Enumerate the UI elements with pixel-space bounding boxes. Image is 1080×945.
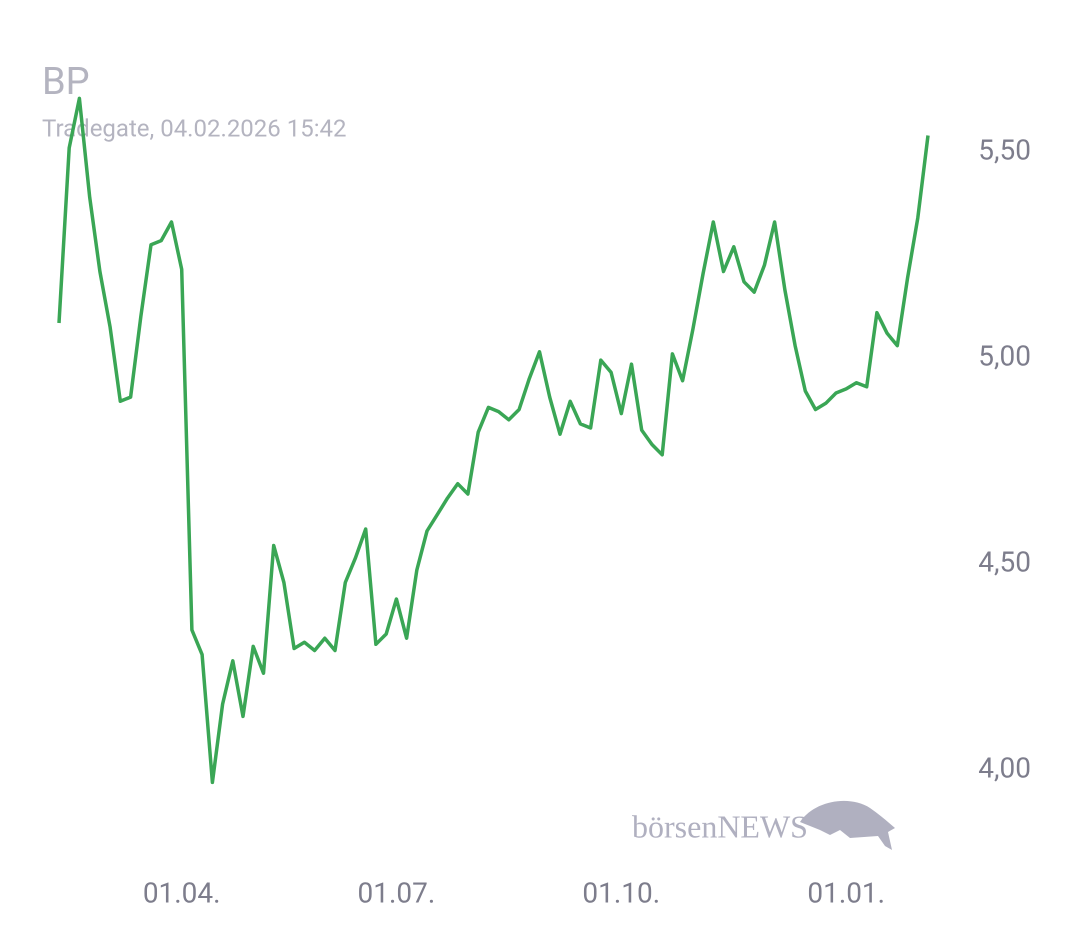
x-tick-label: 01.10. bbox=[582, 876, 660, 909]
y-tick-label: 4,50 bbox=[978, 545, 1031, 578]
watermark: börsenNEWS bbox=[632, 800, 895, 850]
x-tick-label: 01.01. bbox=[807, 876, 885, 909]
y-tick-label: 5,50 bbox=[978, 133, 1031, 166]
chart-title: BP bbox=[42, 60, 90, 104]
bull-icon bbox=[800, 800, 895, 850]
watermark-text: börsenNEWS bbox=[632, 808, 808, 844]
price-line bbox=[57, 96, 930, 785]
chart-subtitle: Tradegate, 04.02.2026 15:42 bbox=[42, 114, 347, 142]
y-tick-label: 4,00 bbox=[978, 751, 1031, 784]
y-tick-label: 5,00 bbox=[978, 339, 1031, 372]
x-tick-label: 01.04. bbox=[143, 876, 221, 909]
x-tick-label: 01.07. bbox=[358, 876, 436, 909]
